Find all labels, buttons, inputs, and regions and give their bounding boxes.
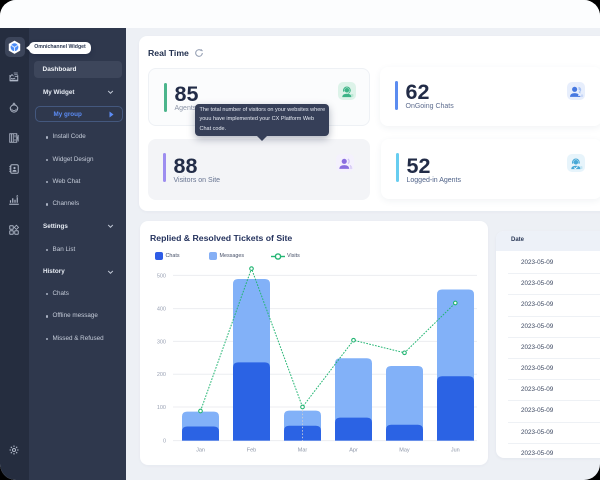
svg-text:Jan: Jan: [196, 447, 205, 453]
svg-text:500: 500: [157, 273, 166, 279]
svg-text:May: May: [399, 447, 410, 453]
svg-text:Mar: Mar: [298, 447, 308, 453]
svg-text:Jun: Jun: [451, 447, 460, 453]
svg-text:300: 300: [157, 339, 166, 345]
svg-text:400: 400: [157, 307, 166, 313]
svg-text:0: 0: [163, 439, 166, 445]
svg-text:100: 100: [157, 405, 166, 411]
svg-text:Feb: Feb: [247, 447, 256, 453]
svg-text:200: 200: [157, 372, 166, 378]
svg-text:Apr: Apr: [349, 447, 358, 453]
